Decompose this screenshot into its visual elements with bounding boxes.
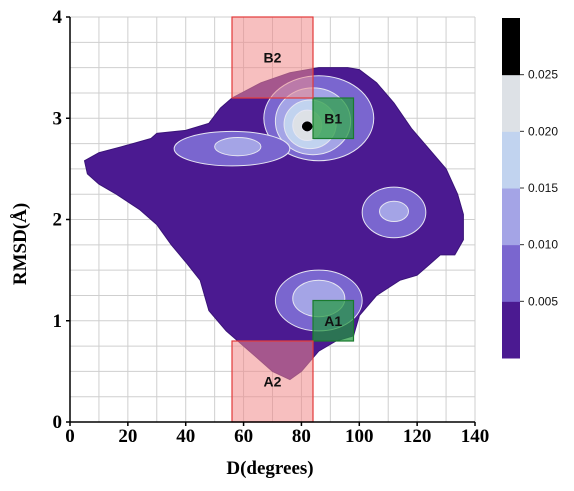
colorbar-tick-label: 0.025: [528, 68, 558, 82]
y-tick-label: 2: [53, 210, 63, 231]
colorbar-band: [502, 301, 520, 359]
x-tick-label: 100: [345, 426, 374, 447]
contour-level: [379, 200, 409, 223]
y-tick-label: 0: [53, 412, 63, 433]
colorbar-tick-label: 0.015: [528, 181, 558, 195]
density-landscape: [83, 67, 464, 381]
region-box-b2: [231, 16, 314, 99]
contour-level: [214, 136, 262, 157]
x-tick-label: 140: [461, 426, 490, 447]
region-label-b1: B1: [324, 110, 342, 126]
region-label-a2: A2: [264, 374, 282, 390]
x-tick-label: 80: [292, 426, 311, 447]
colorbar-band: [502, 188, 520, 246]
colorbar-tick-label: 0.005: [528, 294, 558, 308]
region-box-a2: [231, 340, 314, 423]
colorbar-band: [502, 74, 520, 132]
plot-axes: 0 20 40 60 80 100 120 140 0 1 2 3 4: [53, 7, 490, 447]
x-tick-label: 120: [403, 426, 432, 447]
region-label-b2: B2: [264, 50, 282, 66]
region-box-b1: [312, 97, 355, 140]
colorbar-band: [502, 244, 520, 302]
minimum-point: [302, 121, 313, 132]
colorbar-tick-label: 0.020: [528, 124, 558, 138]
y-axis-label: RMSD(Å): [10, 203, 31, 285]
x-axis-label: D(degrees): [226, 458, 313, 479]
x-tick-label: 40: [176, 426, 195, 447]
colorbar-tick-label: 0.010: [528, 238, 558, 252]
y-tick-label: 1: [53, 311, 63, 332]
region-label-a1: A1: [324, 313, 342, 329]
colorbar: 0.005 0.010 0.015 0.020 0.025: [502, 18, 558, 359]
x-tick-label: 0: [65, 426, 75, 447]
y-tick-label: 3: [53, 108, 63, 129]
region-boxes: A1 A2 B1 B2: [231, 16, 355, 423]
region-box-a1: [312, 299, 355, 342]
colorbar-band: [502, 18, 520, 76]
x-tick-label: 20: [118, 426, 137, 447]
y-tick-label: 4: [53, 7, 63, 28]
x-tick-label: 60: [234, 426, 253, 447]
colorbar-band: [502, 131, 520, 189]
